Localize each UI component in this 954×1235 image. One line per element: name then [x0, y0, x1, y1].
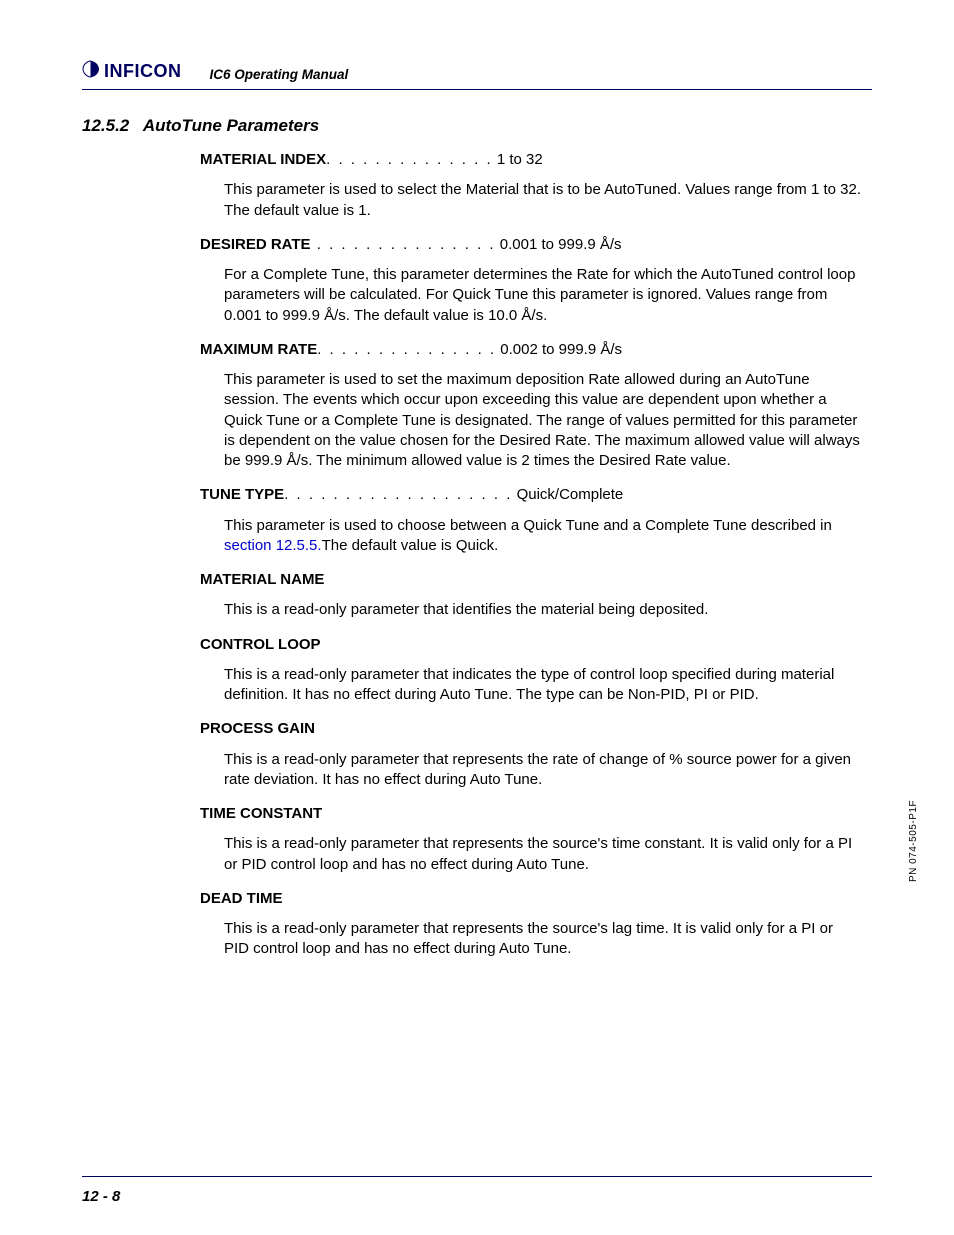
param-heading: TUNE TYPE. . . . . . . . . . . . . . . .… [200, 485, 862, 505]
param-description: This is a read-only parameter that indic… [224, 665, 862, 706]
param-name: MATERIAL INDEX [200, 151, 326, 168]
param-description: This parameter is used to select the Mat… [224, 180, 862, 221]
dot-leader: . . . . . . . . . . . . . . . . . . . [284, 486, 512, 503]
dot-leader: . . . . . . . . . . . . . . [326, 151, 493, 168]
param-description: This parameter is used to set the maximu… [224, 370, 862, 471]
section-title: AutoTune Parameters [143, 116, 319, 135]
content-body: MATERIAL INDEX. . . . . . . . . . . . . … [200, 150, 862, 960]
param-name: MAXIMUM RATE [200, 341, 317, 358]
param-range: 1 to 32 [497, 151, 543, 168]
dot-leader: . . . . . . . . . . . . . . . [317, 341, 496, 358]
param-heading: MATERIAL NAME [200, 570, 862, 590]
param-range: Quick/Complete [517, 486, 624, 503]
desc-text: The default value is Quick. [322, 537, 499, 554]
param-name: PROCESS GAIN [200, 720, 315, 737]
document-title: IC6 Operating Manual [210, 67, 349, 83]
param-description: This is a read-only parameter that repre… [224, 750, 862, 791]
param-heading: TIME CONSTANT [200, 804, 862, 824]
param-description: This is a read-only parameter that repre… [224, 834, 862, 875]
page-header: INFICON IC6 Operating Manual [82, 60, 872, 90]
page-number: 12 - 8 [82, 1188, 120, 1205]
param-heading: DESIRED RATE . . . . . . . . . . . . . .… [200, 235, 862, 255]
logo-mark-icon [82, 60, 100, 83]
brand-text: INFICON [104, 61, 182, 82]
param-name: DEAD TIME [200, 890, 283, 907]
brand-logo: INFICON [82, 60, 182, 83]
section-number: 12.5.2 [82, 116, 129, 135]
param-name: TIME CONSTANT [200, 805, 322, 822]
param-description: This parameter is used to choose between… [224, 516, 862, 557]
param-description: For a Complete Tune, this parameter dete… [224, 265, 862, 326]
param-heading: MAXIMUM RATE. . . . . . . . . . . . . . … [200, 340, 862, 360]
param-name: CONTROL LOOP [200, 636, 321, 653]
footer-rule [82, 1176, 872, 1177]
param-description: This is a read-only parameter that ident… [224, 600, 862, 620]
section-link[interactable]: section 12.5.5. [224, 537, 322, 554]
section-heading: 12.5.2 AutoTune Parameters [82, 116, 872, 136]
param-heading: PROCESS GAIN [200, 719, 862, 739]
dot-leader: . . . . . . . . . . . . . . . [311, 236, 496, 253]
param-heading: MATERIAL INDEX. . . . . . . . . . . . . … [200, 150, 862, 170]
param-range: 0.002 to 999.9 Å/s [500, 341, 622, 358]
part-number-label: PN 074-505-P1F [908, 800, 919, 882]
param-name: DESIRED RATE [200, 236, 311, 253]
param-heading: DEAD TIME [200, 889, 862, 909]
desc-text: This parameter is used to choose between… [224, 517, 832, 534]
param-description: This is a read-only parameter that repre… [224, 919, 862, 960]
param-name: MATERIAL NAME [200, 571, 324, 588]
param-heading: CONTROL LOOP [200, 635, 862, 655]
param-name: TUNE TYPE [200, 486, 284, 503]
param-range: 0.001 to 999.9 Å/s [500, 236, 622, 253]
